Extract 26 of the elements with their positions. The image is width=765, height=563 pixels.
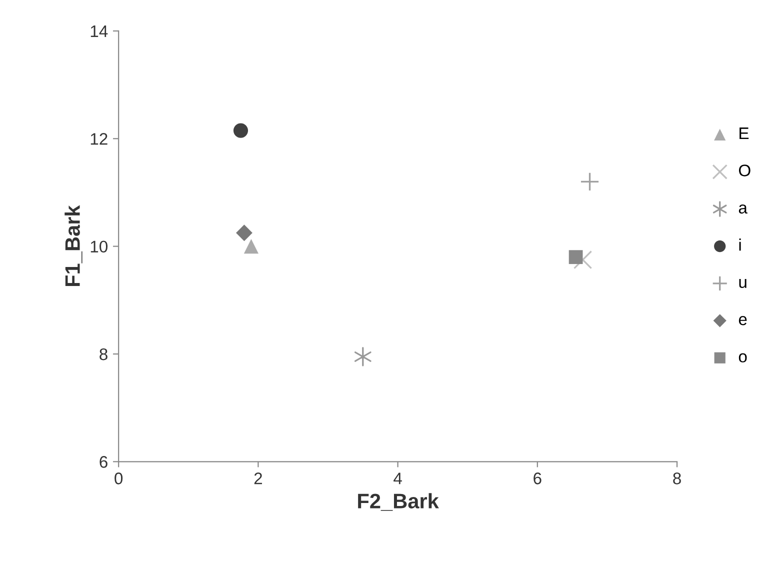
legend-label: e [738, 316, 747, 326]
legend-label: a [738, 204, 748, 214]
legend-label: O [738, 164, 750, 176]
legend-label: o [738, 353, 747, 362]
point [244, 239, 258, 254]
legend-label: u [739, 279, 746, 288]
point [568, 250, 583, 264]
y-tick-label: 6 [100, 456, 108, 468]
y-axis-title: F1_Bark [64, 205, 82, 286]
point [354, 347, 372, 366]
y-tick-label: 12 [90, 133, 108, 145]
point [580, 172, 600, 192]
point [573, 250, 592, 270]
x-tick-label: 6 [534, 472, 542, 484]
legend-label: E [740, 128, 749, 140]
x-axis-title: F2_Bark [358, 493, 439, 511]
y-tick-label: 8 [100, 348, 108, 360]
x-tick-label: 2 [254, 472, 262, 484]
point [236, 224, 252, 242]
legend-label: i [739, 238, 741, 251]
y-tick-label: 14 [90, 26, 108, 38]
y-tick-label: 10 [90, 240, 108, 253]
x-tick-label: 4 [394, 472, 402, 484]
x-tick-label: 8 [673, 472, 681, 484]
x-tick-label: 0 [114, 472, 123, 484]
point [233, 123, 248, 138]
